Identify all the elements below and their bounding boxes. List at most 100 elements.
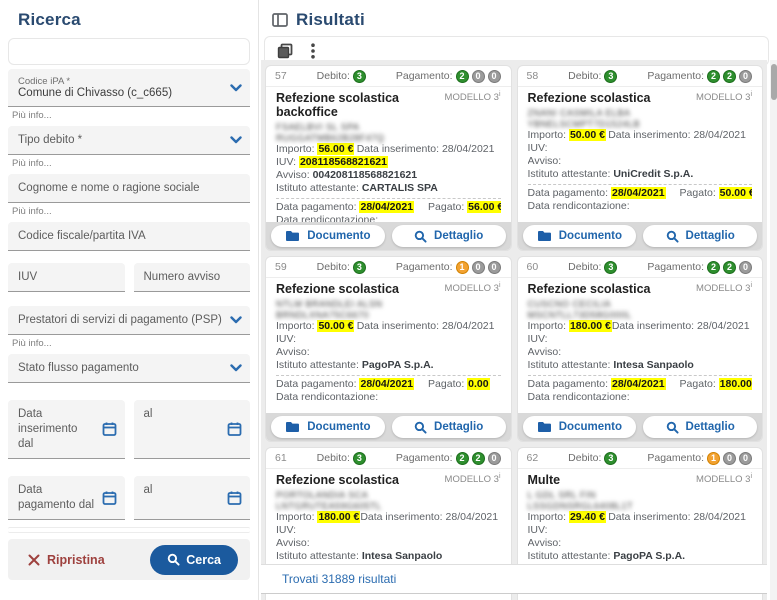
iuv-label: IUV:: [276, 524, 297, 536]
dettaglio-button[interactable]: Dettaglio: [643, 225, 757, 247]
dettaglio-button[interactable]: Dettaglio: [643, 416, 757, 438]
search-icon: [414, 421, 427, 434]
pagamento-badge: 2: [455, 69, 469, 83]
folder-icon: [286, 422, 300, 432]
calendar-icon[interactable]: [227, 490, 242, 505]
chevron-down-icon[interactable]: [230, 136, 242, 144]
iuv-input[interactable]: IUV: [8, 263, 125, 292]
numero-avviso-input[interactable]: Numero avviso: [133, 263, 250, 292]
redacted-fiscal-code: RUGGATMB62B28F47Q: [276, 132, 385, 143]
scrollbar[interactable]: [770, 60, 777, 600]
copy-button[interactable]: [277, 43, 293, 59]
istituto-value: UniCredit S.p.A.: [613, 168, 694, 180]
tipo-debito-select[interactable]: Tipo debito *: [8, 126, 250, 155]
result-number: 60: [526, 261, 539, 273]
folder-icon: [537, 422, 551, 432]
data-rendicontazione-label: Data rendicontazione:: [527, 391, 630, 403]
cognome-input[interactable]: Cognome e nome o ragione sociale: [8, 174, 250, 203]
importo-label: Importo:: [276, 511, 315, 523]
tipo-debito-hint: Più info...: [12, 158, 52, 169]
pagamento-badge: 0: [471, 260, 485, 274]
dettaglio-button[interactable]: Dettaglio: [391, 416, 506, 438]
codice-fiscale-input[interactable]: Codice fiscale/partita IVA: [8, 222, 250, 251]
search-icon: [414, 230, 427, 243]
data-pagamento-value: 28/04/2021: [610, 378, 666, 390]
data-rendicontazione-label: Data rendicontazione:: [276, 214, 379, 222]
data-pagamento-al-input[interactable]: al: [133, 476, 250, 520]
avviso-label: Avviso:: [276, 169, 310, 181]
panel-layout-icon: [272, 13, 288, 27]
scrollbar-thumb[interactable]: [770, 64, 777, 100]
calendar-icon[interactable]: [227, 422, 242, 437]
info-superscript-icon: i: [750, 282, 752, 289]
redacted-name: PORTOLANDIA SCA: [276, 490, 369, 500]
documento-button-label: Documento: [558, 230, 622, 242]
debito-group: Debito: 3: [317, 69, 366, 83]
more-options-button[interactable]: [311, 43, 315, 59]
documento-button[interactable]: Documento: [271, 416, 385, 438]
dettaglio-button-label: Dettaglio: [685, 421, 735, 433]
redacted-fiscal-code: LNTGRUTEA59G605TL: [276, 500, 382, 511]
istituto-value: CARTALIS SPA: [361, 182, 438, 194]
dettaglio-button-label: Dettaglio: [685, 230, 735, 242]
documento-button-label: Documento: [307, 230, 371, 242]
data-inserimento-al-placeholder: al: [143, 408, 153, 420]
search-panel-title: Ricerca: [18, 10, 81, 29]
chevron-down-icon[interactable]: [230, 364, 242, 372]
codice-fiscale-placeholder: Codice fiscale/partita IVA: [18, 230, 146, 242]
stato-flusso-select[interactable]: Stato flusso pagamento: [8, 354, 250, 383]
documento-button[interactable]: Documento: [271, 225, 385, 247]
data-inserimento-dal-input[interactable]: Data inserimento dal: [8, 400, 125, 459]
data-pagamento-dal-input[interactable]: Data pagamento dal: [8, 476, 125, 520]
debito-badge: 3: [604, 260, 618, 274]
redacted-name: NTLM BRANDLEI ALSN: [276, 299, 383, 309]
chevron-down-icon[interactable]: [230, 316, 242, 324]
calendar-icon[interactable]: [102, 490, 117, 505]
documento-button[interactable]: Documento: [522, 225, 637, 247]
chevron-down-icon[interactable]: [230, 83, 242, 92]
codice-ipa-label: Codice iPA *: [18, 76, 71, 87]
debito-label: Debito:: [568, 70, 602, 82]
modello-label: MODELLO 3i: [444, 282, 501, 295]
calendar-icon[interactable]: [102, 422, 117, 437]
result-card-actions: Documento Dettaglio: [266, 222, 511, 250]
collapsed-filter-panel[interactable]: [8, 38, 250, 65]
data-pagamento-dal-placeholder: Data pagamento dal: [18, 484, 95, 511]
avviso-label: Avviso:: [527, 155, 562, 167]
search-button[interactable]: Cerca: [150, 544, 238, 575]
stato-flusso-label: Stato flusso pagamento: [18, 362, 139, 374]
dettaglio-button-label: Dettaglio: [434, 230, 484, 242]
redacted-fiscal-code: MSCNTLL73D58G000L: [527, 309, 632, 320]
pagamento-badge: 2: [723, 69, 736, 83]
importo-label: Importo:: [527, 511, 567, 523]
pagamento-badge: 2: [455, 451, 469, 465]
codice-ipa-hint: Più info...: [12, 110, 52, 121]
codice-ipa-select[interactable]: Codice iPA * Comune di Chivasso (c_c665): [8, 69, 250, 107]
data-inserimento-al-input[interactable]: al: [133, 400, 250, 459]
psp-select[interactable]: Prestatori di servizi di pagamento (PSP): [8, 306, 250, 335]
importo-value: 180.00 €: [568, 320, 612, 332]
iuv-label: IUV:: [276, 156, 297, 168]
modello-label: MODELLO 3i: [444, 91, 501, 104]
istituto-label: Istituto attestante:: [276, 182, 359, 194]
istituto-value: Intesa Sanpaolo: [613, 359, 694, 371]
pagamento-badge: 1: [707, 451, 720, 465]
documento-button[interactable]: Documento: [522, 416, 637, 438]
search-icon: [666, 230, 679, 243]
istituto-label: Istituto attestante:: [276, 550, 359, 562]
reset-button[interactable]: Ripristina: [28, 553, 105, 567]
debito-badge: 3: [352, 69, 366, 83]
data-rendicontazione-label: Data rendicontazione:: [527, 200, 630, 212]
cognome-placeholder: Cognome e nome o ragione sociale: [18, 182, 200, 194]
dettaglio-button[interactable]: Dettaglio: [391, 225, 506, 247]
avviso-label: Avviso:: [527, 346, 562, 358]
